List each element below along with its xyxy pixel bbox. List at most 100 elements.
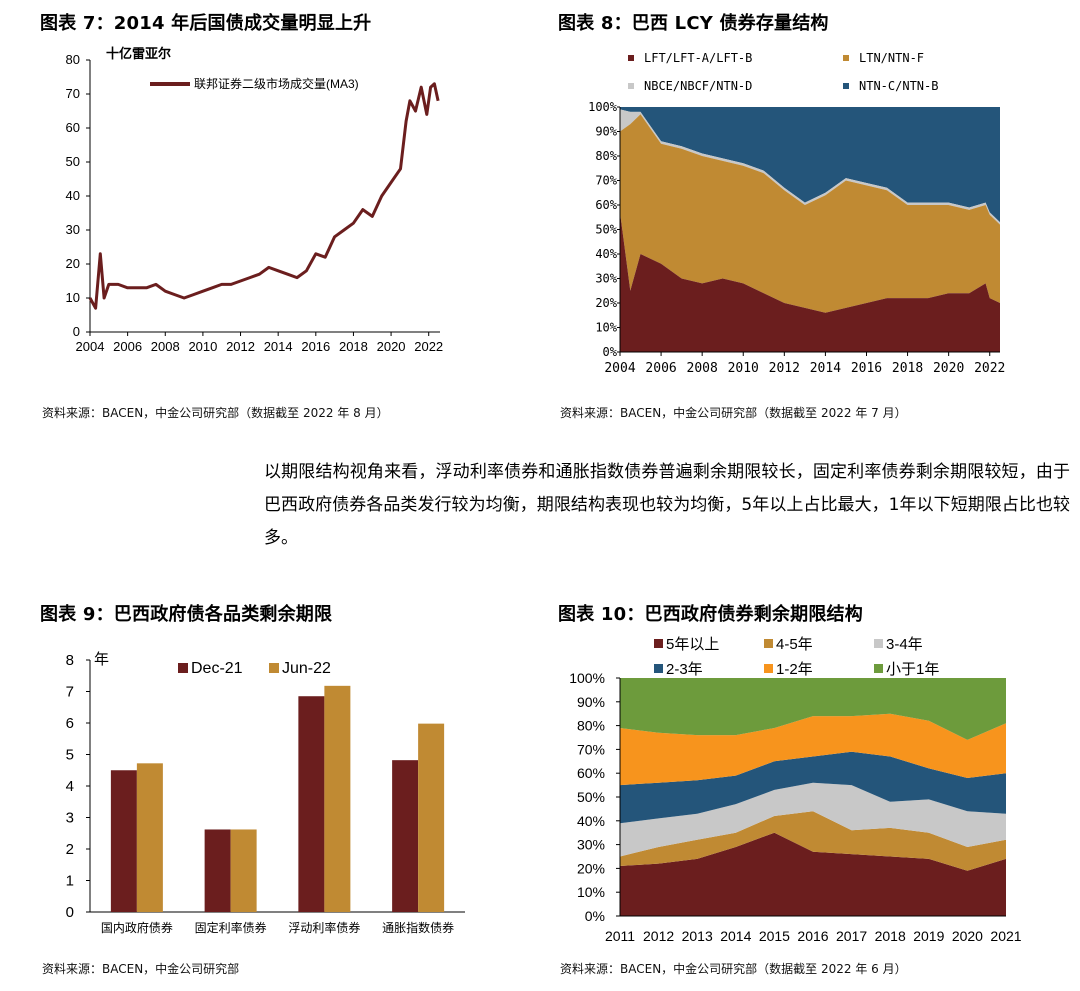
y-tick-label: 50 (66, 154, 80, 169)
y-tick-label: 30 (66, 222, 80, 237)
y-tick-label: 80% (595, 149, 617, 163)
y-tick-label: 70% (595, 174, 617, 188)
area-layer (620, 751, 1006, 824)
legend-swatch (874, 639, 883, 648)
x-tick-label: 2021 (990, 928, 1021, 944)
fig10-title: 图表 10：巴西政府债券剩余期限结构 (558, 604, 863, 625)
y-tick-label: 100% (588, 100, 618, 114)
fig9-source: 资料来源：BACEN，中金公司研究部 (42, 962, 240, 976)
y-tick-label: 1 (66, 873, 74, 890)
y-tick-label: 50% (577, 789, 605, 805)
y-tick-label: 10 (66, 290, 80, 305)
legend-swatch (874, 664, 883, 673)
y-tick-label: 0% (585, 908, 605, 924)
legend-swatch (843, 83, 849, 89)
legend-swatch (178, 663, 188, 673)
x-tick-label: 2018 (892, 361, 923, 376)
fig7-source: 资料来源：BACEN，中金公司研究部（数据截至 2022 年 8 月） (42, 406, 389, 420)
legend-label: 1-2年 (776, 661, 813, 678)
area-layer (620, 713, 1006, 786)
series-line (88, 82, 440, 310)
area-layer (620, 832, 1006, 916)
x-tick-label: 通胀指数债券 (382, 920, 454, 935)
x-tick-label: 2008 (151, 339, 180, 354)
legend-label: Dec-21 (191, 660, 243, 677)
y-tick-label: 70% (577, 741, 605, 757)
y-tick-label: 20% (577, 860, 605, 876)
area-ltn-ntn-f (620, 114, 1000, 313)
x-tick-label: 2012 (643, 928, 674, 944)
x-tick-label: 2022 (974, 361, 1005, 376)
x-tick-label: 固定利率债券 (195, 920, 267, 935)
body-paragraph: 以期限结构视角来看，浮动利率债券和通胀指数债券普遍剩余期限较长，固定利率债券剩余… (264, 462, 1070, 548)
x-tick-label: 国内政府债券 (101, 920, 173, 935)
x-tick-label: 2022 (414, 339, 443, 354)
bar (298, 696, 325, 912)
area-layer (620, 811, 1006, 871)
y-tick-label: 60% (577, 765, 605, 781)
x-tick-label: 2006 (645, 361, 676, 376)
y-tick-label: 0 (66, 904, 74, 921)
x-tick-label: 2020 (952, 928, 983, 944)
x-tick-label: 2011 (605, 928, 635, 944)
x-tick-label: 2014 (810, 361, 841, 376)
x-tick-label: 2006 (113, 339, 142, 354)
y-tick-label: 70 (66, 86, 80, 101)
x-tick-label: 2008 (687, 361, 718, 376)
x-tick-label: 2016 (301, 339, 330, 354)
y-tick-label: 10% (577, 884, 605, 900)
y-tick-label: 7 (66, 684, 74, 701)
x-tick-label: 2015 (759, 928, 790, 944)
y-tick-label: 10% (595, 321, 617, 335)
fig10-chart: 0% 10% 20% 30% 40% 50% 60% 70% 80% 90% 100% 2011 201… (569, 636, 1022, 944)
legend-label: 4-5年 (776, 636, 813, 653)
y-tick-label: 3 (66, 810, 74, 827)
y-tick-label: 80 (66, 52, 80, 67)
legend-swatch (764, 639, 773, 648)
area-nbce (620, 109, 1000, 225)
bar (204, 829, 231, 912)
x-tick-label: 2020 (377, 339, 406, 354)
y-tick-label: 40 (66, 188, 80, 203)
y-tick-label: 90% (577, 694, 605, 710)
legend-swatch (764, 664, 773, 673)
y-tick-label: 2 (66, 841, 74, 858)
bar (418, 723, 445, 912)
y-tick-label: 100% (569, 670, 605, 686)
y-tick-label: 60% (595, 198, 617, 212)
x-tick-label: 2016 (851, 361, 882, 376)
bar (136, 763, 163, 912)
y-tick-label: 50% (595, 223, 617, 237)
y-tick-label: 80% (577, 718, 605, 734)
legend-label: Jun-22 (282, 660, 331, 677)
fig10-source: 资料来源：BACEN，中金公司研究部（数据截至 2022 年 6 月） (560, 962, 907, 976)
bar (392, 760, 419, 912)
x-tick-label: 2018 (875, 928, 906, 944)
y-tick-label: 40% (577, 813, 605, 829)
legend-label: NBCE/NBCF/NTN-D (644, 79, 752, 93)
unit-label: 十亿雷亚尔 (106, 46, 171, 61)
y-tick-label: 4 (66, 778, 74, 795)
bar (110, 770, 137, 912)
area-ntn-c-ntn-b (620, 107, 1000, 223)
fig8-title: 图表 8：巴西 LCY 债券存量结构 (558, 13, 829, 34)
y-tick-label: 6 (66, 715, 74, 732)
legend-label: 3-4年 (886, 636, 923, 653)
y-tick-label: 0 (73, 324, 80, 339)
y-tick-label: 90% (595, 125, 617, 139)
x-tick-label: 2019 (913, 928, 944, 944)
y-tick-label: 20% (595, 296, 617, 310)
legend-swatch (843, 55, 849, 61)
y-tick-label: 20 (66, 256, 80, 271)
legend-swatch (628, 83, 634, 89)
legend-label: NTN-C/NTN-B (859, 79, 938, 93)
bar (324, 685, 351, 912)
x-tick-label: 2016 (797, 928, 828, 944)
x-tick-label: 浮动利率债券 (288, 920, 360, 935)
x-tick-label: 2012 (769, 361, 800, 376)
fig8-source: 资料来源：BACEN，中金公司研究部（数据截至 2022 年 7 月） (560, 406, 907, 420)
y-tick-label: 60 (66, 120, 80, 135)
y-tick-label: 8 (66, 652, 74, 669)
legend-label: LTN/NTN-F (859, 51, 924, 65)
